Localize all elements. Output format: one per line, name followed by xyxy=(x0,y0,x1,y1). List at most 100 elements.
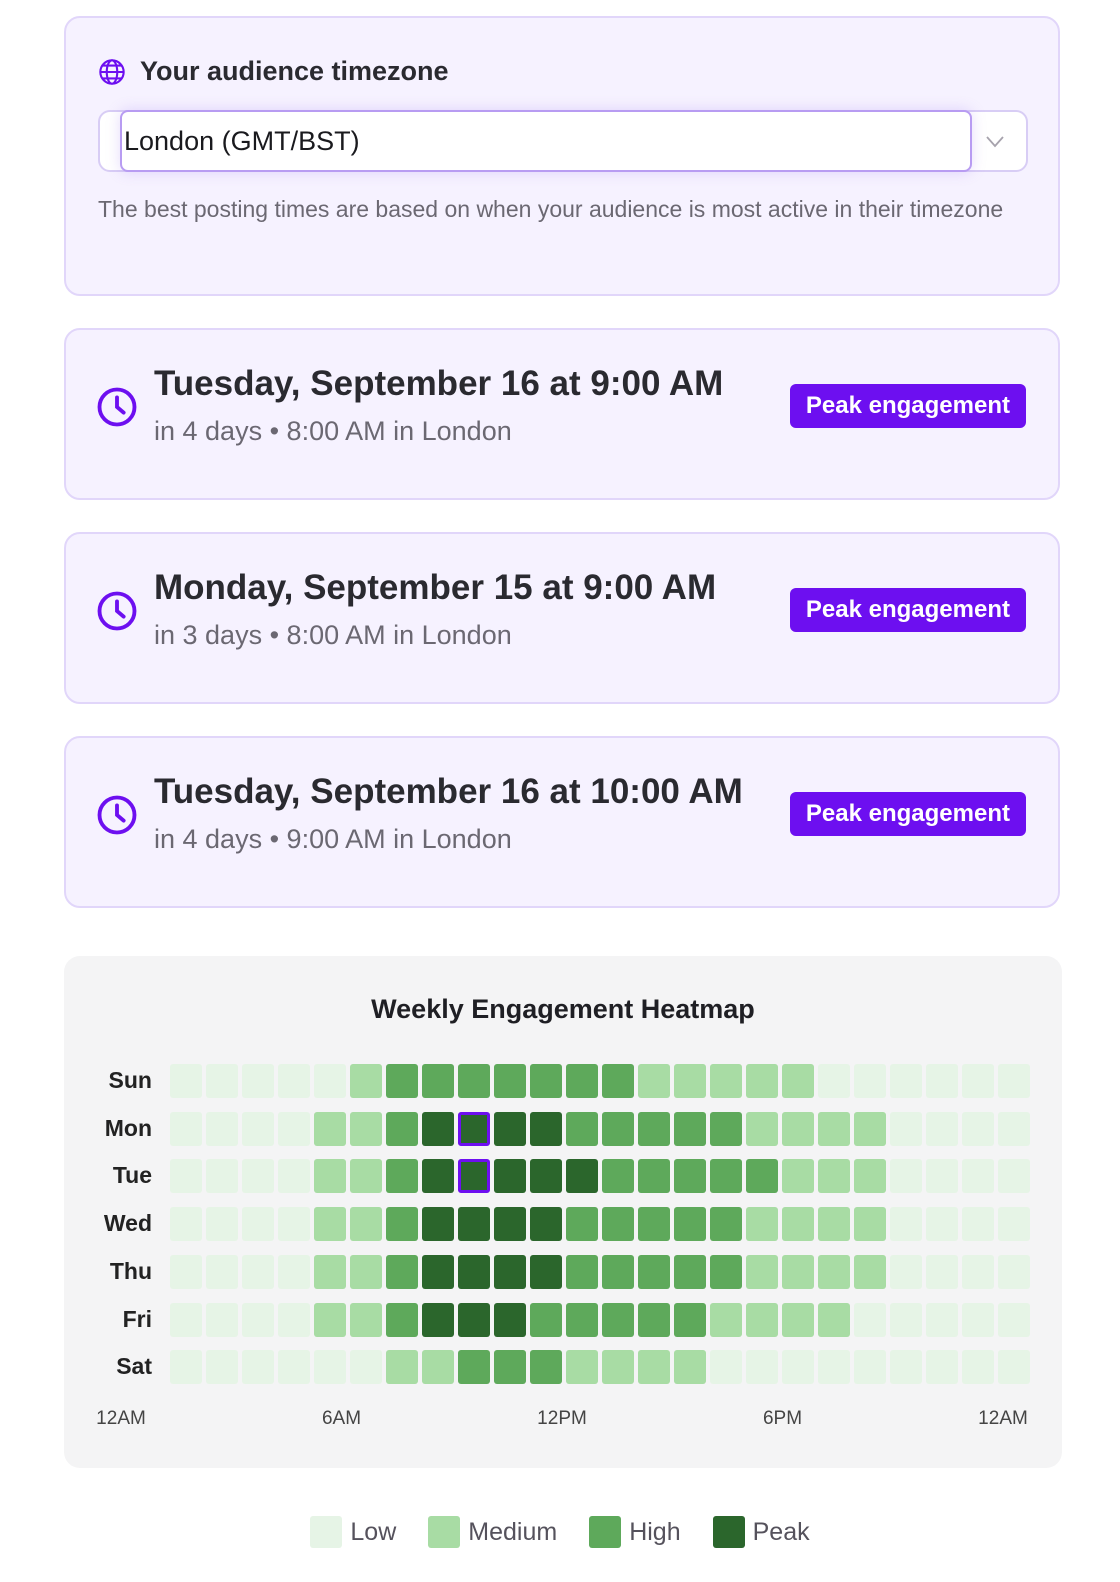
heatmap-cell[interactable] xyxy=(350,1207,382,1242)
heatmap-cell[interactable] xyxy=(854,1350,886,1385)
heatmap-cell[interactable] xyxy=(998,1350,1030,1385)
heatmap-cell[interactable] xyxy=(746,1064,778,1098)
heatmap-cell[interactable] xyxy=(782,1207,814,1242)
heatmap-cell[interactable] xyxy=(458,1111,490,1146)
heatmap-cell[interactable] xyxy=(278,1207,310,1242)
heatmap-cell[interactable] xyxy=(386,1350,418,1385)
heatmap-cell[interactable] xyxy=(206,1111,238,1146)
heatmap-cell[interactable] xyxy=(638,1254,670,1289)
heatmap-cell[interactable] xyxy=(350,1064,382,1098)
heatmap-cell[interactable] xyxy=(314,1159,346,1194)
heatmap-cell[interactable] xyxy=(962,1159,994,1194)
heatmap-cell[interactable] xyxy=(314,1111,346,1146)
heatmap-cell[interactable] xyxy=(422,1302,454,1337)
heatmap-cell[interactable] xyxy=(890,1350,922,1385)
heatmap-cell[interactable] xyxy=(242,1111,274,1146)
heatmap-cell[interactable] xyxy=(782,1302,814,1337)
heatmap-cell[interactable] xyxy=(710,1302,742,1337)
heatmap-cell[interactable] xyxy=(890,1159,922,1194)
slot-card[interactable]: Tuesday, September 16 at 10:00 AM in 4 d… xyxy=(64,736,1060,908)
heatmap-cell[interactable] xyxy=(566,1159,598,1194)
heatmap-cell[interactable] xyxy=(422,1254,454,1289)
heatmap-cell[interactable] xyxy=(566,1302,598,1337)
heatmap-cell[interactable] xyxy=(566,1064,598,1098)
heatmap-cell[interactable] xyxy=(530,1064,562,1098)
heatmap-cell[interactable] xyxy=(818,1064,850,1098)
heatmap-cell[interactable] xyxy=(494,1302,526,1337)
heatmap-cell[interactable] xyxy=(242,1254,274,1289)
heatmap-cell[interactable] xyxy=(926,1350,958,1385)
heatmap-cell[interactable] xyxy=(530,1207,562,1242)
heatmap-cell[interactable] xyxy=(998,1159,1030,1194)
heatmap-cell[interactable] xyxy=(422,1064,454,1098)
heatmap-cell[interactable] xyxy=(458,1207,490,1242)
heatmap-cell[interactable] xyxy=(674,1254,706,1289)
heatmap-cell[interactable] xyxy=(530,1254,562,1289)
heatmap-cell[interactable] xyxy=(710,1207,742,1242)
heatmap-cell[interactable] xyxy=(638,1064,670,1098)
heatmap-cell[interactable] xyxy=(998,1064,1030,1098)
heatmap-cell[interactable] xyxy=(998,1302,1030,1337)
heatmap-cell[interactable] xyxy=(746,1111,778,1146)
heatmap-cell[interactable] xyxy=(962,1064,994,1098)
heatmap-cell[interactable] xyxy=(494,1111,526,1146)
heatmap-cell[interactable] xyxy=(890,1207,922,1242)
heatmap-cell[interactable] xyxy=(926,1064,958,1098)
heatmap-cell[interactable] xyxy=(890,1254,922,1289)
heatmap-cell[interactable] xyxy=(386,1111,418,1146)
heatmap-cell[interactable] xyxy=(638,1159,670,1194)
heatmap-cell[interactable] xyxy=(674,1302,706,1337)
heatmap-cell[interactable] xyxy=(710,1111,742,1146)
heatmap-cell[interactable] xyxy=(314,1207,346,1242)
heatmap-cell[interactable] xyxy=(386,1254,418,1289)
heatmap-cell[interactable] xyxy=(746,1207,778,1242)
heatmap-cell[interactable] xyxy=(206,1302,238,1337)
heatmap-cell[interactable] xyxy=(602,1254,634,1289)
heatmap-cell[interactable] xyxy=(818,1254,850,1289)
heatmap-cell[interactable] xyxy=(278,1350,310,1385)
heatmap-cell[interactable] xyxy=(926,1302,958,1337)
heatmap-cell[interactable] xyxy=(962,1350,994,1385)
heatmap-cell[interactable] xyxy=(386,1207,418,1242)
heatmap-cell[interactable] xyxy=(674,1159,706,1194)
slot-card[interactable]: Monday, September 15 at 9:00 AM in 3 day… xyxy=(64,532,1060,704)
heatmap-cell[interactable] xyxy=(278,1064,310,1098)
heatmap-cell[interactable] xyxy=(422,1111,454,1146)
heatmap-cell[interactable] xyxy=(170,1302,202,1337)
heatmap-cell[interactable] xyxy=(566,1350,598,1385)
heatmap-cell[interactable] xyxy=(890,1302,922,1337)
timezone-select-value[interactable]: London (GMT/BST) xyxy=(120,110,972,172)
heatmap-cell[interactable] xyxy=(242,1064,274,1098)
heatmap-cell[interactable] xyxy=(494,1159,526,1194)
heatmap-cell[interactable] xyxy=(206,1064,238,1098)
heatmap-cell[interactable] xyxy=(962,1207,994,1242)
heatmap-cell[interactable] xyxy=(350,1159,382,1194)
heatmap-cell[interactable] xyxy=(602,1111,634,1146)
heatmap-cell[interactable] xyxy=(566,1111,598,1146)
heatmap-cell[interactable] xyxy=(314,1254,346,1289)
heatmap-cell[interactable] xyxy=(422,1207,454,1242)
heatmap-cell[interactable] xyxy=(422,1350,454,1385)
heatmap-cell[interactable] xyxy=(782,1350,814,1385)
heatmap-cell[interactable] xyxy=(242,1207,274,1242)
heatmap-cell[interactable] xyxy=(314,1350,346,1385)
heatmap-cell[interactable] xyxy=(926,1159,958,1194)
heatmap-cell[interactable] xyxy=(962,1111,994,1146)
heatmap-cell[interactable] xyxy=(242,1302,274,1337)
heatmap-cell[interactable] xyxy=(782,1254,814,1289)
heatmap-cell[interactable] xyxy=(458,1350,490,1385)
heatmap-cell[interactable] xyxy=(278,1254,310,1289)
heatmap-cell[interactable] xyxy=(206,1254,238,1289)
heatmap-cell[interactable] xyxy=(386,1302,418,1337)
heatmap-cell[interactable] xyxy=(854,1159,886,1194)
heatmap-cell[interactable] xyxy=(170,1207,202,1242)
heatmap-cell[interactable] xyxy=(710,1064,742,1098)
heatmap-cell[interactable] xyxy=(710,1159,742,1194)
heatmap-cell[interactable] xyxy=(602,1302,634,1337)
heatmap-cell[interactable] xyxy=(494,1254,526,1289)
heatmap-cell[interactable] xyxy=(494,1207,526,1242)
heatmap-cell[interactable] xyxy=(710,1350,742,1385)
heatmap-cell[interactable] xyxy=(350,1111,382,1146)
heatmap-cell[interactable] xyxy=(890,1064,922,1098)
heatmap-cell[interactable] xyxy=(962,1254,994,1289)
